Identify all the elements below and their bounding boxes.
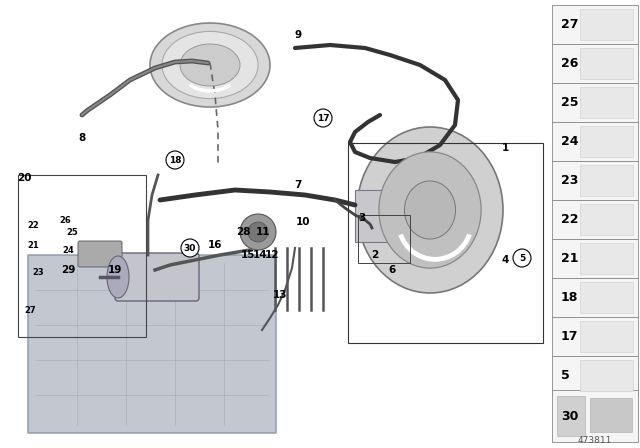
Bar xyxy=(580,87,633,118)
Bar xyxy=(580,165,633,196)
Text: 29: 29 xyxy=(61,265,75,275)
Text: 13: 13 xyxy=(273,290,287,300)
Bar xyxy=(28,255,276,433)
Circle shape xyxy=(314,109,332,127)
Text: 21: 21 xyxy=(561,252,579,265)
Text: 24: 24 xyxy=(62,246,74,254)
Ellipse shape xyxy=(180,44,240,86)
Text: 5: 5 xyxy=(561,369,570,382)
Bar xyxy=(552,278,638,317)
Text: 26: 26 xyxy=(59,215,71,224)
Circle shape xyxy=(166,151,184,169)
Circle shape xyxy=(513,249,531,267)
Text: 27: 27 xyxy=(561,18,579,31)
Bar xyxy=(552,44,638,83)
Bar xyxy=(552,317,638,356)
Bar xyxy=(552,5,638,44)
Text: 23: 23 xyxy=(32,267,44,276)
Bar xyxy=(580,243,633,274)
Text: 25: 25 xyxy=(561,96,579,109)
Bar xyxy=(552,239,638,278)
Ellipse shape xyxy=(379,152,481,268)
Text: 30: 30 xyxy=(561,409,579,422)
Text: 18: 18 xyxy=(561,291,579,304)
Text: 19: 19 xyxy=(108,265,122,275)
Bar xyxy=(348,143,543,343)
Bar xyxy=(552,161,638,200)
Text: 7: 7 xyxy=(294,180,301,190)
Text: 11: 11 xyxy=(256,227,270,237)
Text: 3: 3 xyxy=(358,213,365,223)
Bar xyxy=(552,356,638,395)
Bar xyxy=(580,204,633,235)
Text: 21: 21 xyxy=(27,241,39,250)
Bar xyxy=(580,9,633,40)
Text: 10: 10 xyxy=(296,217,310,227)
Bar xyxy=(552,200,638,239)
Bar xyxy=(355,190,393,242)
Text: 9: 9 xyxy=(294,30,301,40)
Text: 17: 17 xyxy=(561,330,579,343)
Ellipse shape xyxy=(404,181,456,239)
FancyBboxPatch shape xyxy=(115,253,199,301)
Text: 6: 6 xyxy=(388,265,396,275)
Text: 14: 14 xyxy=(253,250,268,260)
Bar xyxy=(580,321,633,352)
Text: 15: 15 xyxy=(241,250,255,260)
Text: 22: 22 xyxy=(561,213,579,226)
Bar xyxy=(552,390,638,442)
Text: 26: 26 xyxy=(561,57,579,70)
Bar xyxy=(590,398,632,432)
Text: 22: 22 xyxy=(27,220,39,229)
Text: 25: 25 xyxy=(66,228,78,237)
Circle shape xyxy=(248,222,268,242)
Circle shape xyxy=(181,239,199,257)
Bar xyxy=(18,175,146,337)
Text: 4: 4 xyxy=(501,255,509,265)
Bar xyxy=(580,126,633,157)
Bar xyxy=(552,122,638,161)
Text: 23: 23 xyxy=(561,174,579,187)
Text: 28: 28 xyxy=(236,227,250,237)
Text: 27: 27 xyxy=(24,306,36,314)
Ellipse shape xyxy=(162,31,258,99)
Text: 473811: 473811 xyxy=(578,436,612,445)
Text: 24: 24 xyxy=(561,135,579,148)
Text: 2: 2 xyxy=(371,250,379,260)
Text: 1: 1 xyxy=(501,143,509,153)
Ellipse shape xyxy=(107,256,129,298)
Text: 30: 30 xyxy=(184,244,196,253)
Text: 12: 12 xyxy=(265,250,279,260)
Text: 5: 5 xyxy=(519,254,525,263)
Ellipse shape xyxy=(150,23,270,107)
FancyBboxPatch shape xyxy=(78,241,122,267)
Bar xyxy=(580,282,633,313)
Text: 18: 18 xyxy=(169,155,181,164)
Ellipse shape xyxy=(357,127,503,293)
Bar xyxy=(552,83,638,122)
Circle shape xyxy=(240,214,276,250)
Text: 20: 20 xyxy=(17,173,31,183)
Text: 8: 8 xyxy=(78,133,86,143)
Bar xyxy=(580,360,633,391)
Bar xyxy=(557,396,585,436)
Text: 17: 17 xyxy=(317,113,330,122)
Bar xyxy=(358,215,410,263)
Text: 16: 16 xyxy=(208,240,222,250)
Bar xyxy=(580,48,633,79)
